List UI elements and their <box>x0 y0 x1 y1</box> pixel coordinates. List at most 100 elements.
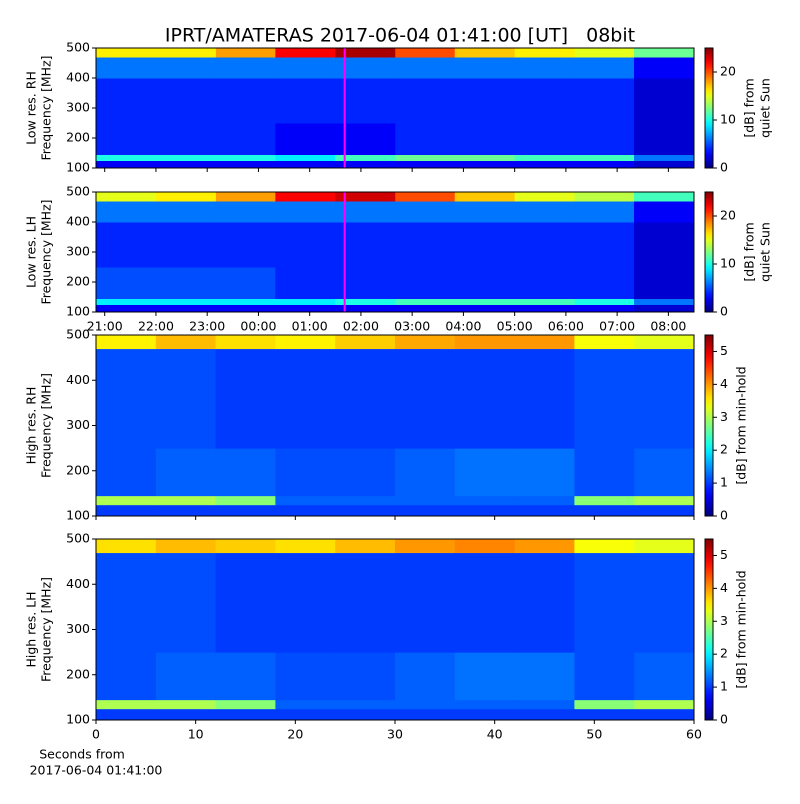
y-tick-label: 300 <box>66 621 90 636</box>
y-axis-label: Low res. LH <box>24 216 39 288</box>
heatmap-cell <box>155 495 217 506</box>
heatmap-cell <box>634 380 695 449</box>
heatmap-cell <box>454 652 516 701</box>
heatmap-cell <box>96 201 157 223</box>
y-axis-label: Frequency [MHz] <box>39 577 54 682</box>
heatmap-cell <box>634 348 695 381</box>
x-axis-label: 2017-06-04 01:41:00 <box>30 763 163 778</box>
heatmap-cell <box>275 222 336 268</box>
heatmap-cell <box>96 652 157 701</box>
heatmap-cell <box>275 335 336 350</box>
x-tick-label: 08:00 <box>650 319 686 334</box>
heatmap-cell <box>96 192 157 202</box>
heatmap-cell <box>155 552 217 585</box>
heatmap-cell <box>215 298 276 305</box>
heatmap-cell <box>454 304 516 313</box>
heatmap-cell <box>395 495 456 506</box>
heatmap-cell <box>155 160 217 169</box>
heatmap-cell <box>395 448 456 497</box>
heatmap-cell <box>634 652 695 701</box>
heatmap-cell <box>335 552 396 585</box>
x-tick-label: 21:00 <box>87 319 123 334</box>
y-tick-label: 500 <box>66 184 90 199</box>
heatmap-cell <box>634 335 695 350</box>
x-tick-label: 22:00 <box>138 319 174 334</box>
heatmap-cell <box>155 222 217 268</box>
x-tick-label: 07:00 <box>599 319 635 334</box>
heatmap-cell <box>574 652 635 701</box>
x-tick-label: 60 <box>686 727 702 742</box>
colorbar-label: [dB] from min-hold <box>734 366 749 484</box>
y-tick-label: 400 <box>66 214 90 229</box>
heatmap-cell <box>454 584 516 653</box>
colorbar <box>704 191 714 313</box>
heatmap-cell <box>395 699 456 710</box>
heatmap-cell <box>155 201 217 223</box>
heatmap-cell <box>275 123 336 155</box>
heatmap-cell <box>454 267 516 299</box>
heatmap-cell <box>215 57 276 79</box>
heatmap-cell <box>514 298 576 305</box>
colorbar-label: [dB] from <box>742 222 757 281</box>
colorbar-tick-label: 0 <box>720 508 728 523</box>
heatmap-cell <box>454 552 516 585</box>
heatmap-cell <box>634 539 695 554</box>
heatmap-cell <box>275 267 336 299</box>
colorbar-label: [dB] from <box>742 78 757 137</box>
y-tick-label: 200 <box>66 130 90 145</box>
heatmap-cell <box>96 348 157 381</box>
heatmap-cell <box>96 160 157 169</box>
heatmap-cell <box>96 380 157 449</box>
colorbar-label: [dB] from min-hold <box>734 570 749 688</box>
heatmap-cell <box>215 160 276 169</box>
heatmap-cell <box>96 448 157 497</box>
heatmap-cell <box>634 123 695 155</box>
colorbar-tick-label: 0 <box>720 712 728 727</box>
heatmap-cell <box>335 201 396 223</box>
heatmap-cell <box>574 584 635 653</box>
y-axis-label: Frequency [MHz] <box>39 373 54 478</box>
heatmap-cell <box>454 57 516 79</box>
heatmap-cell <box>514 154 576 161</box>
heatmap-cell <box>574 304 635 313</box>
heatmap-cell <box>215 539 276 554</box>
x-tick-label: 04:00 <box>445 319 481 334</box>
heatmap-cell <box>275 380 336 449</box>
y-tick-label: 400 <box>66 576 90 591</box>
heatmap-cell <box>634 495 695 506</box>
heatmap-cell <box>454 699 516 710</box>
heatmap-cell <box>275 652 336 701</box>
y-tick-label: 100 <box>66 508 90 523</box>
heatmap-cell <box>335 348 396 381</box>
heatmap-cell <box>96 495 157 506</box>
heatmap-cell <box>215 348 276 381</box>
heatmap-cell <box>215 154 276 161</box>
heatmap-cell <box>514 48 576 58</box>
heatmap-cell <box>96 267 157 299</box>
heatmap-cell <box>275 539 336 554</box>
heatmap-cell <box>514 78 576 124</box>
heatmap-cell <box>395 335 456 350</box>
heatmap-cell <box>574 154 635 161</box>
heatmap-cell <box>454 335 516 350</box>
heatmap-cell <box>634 57 695 79</box>
heatmap-cell <box>634 298 695 305</box>
heatmap-cell <box>96 708 157 721</box>
heatmap-cell <box>275 348 336 381</box>
colorbar <box>704 47 714 169</box>
y-axis-label: High res. LH <box>24 591 39 667</box>
heatmap-cell <box>514 267 576 299</box>
heatmap-cell <box>215 652 276 701</box>
heatmap-cell <box>275 699 336 710</box>
heatmap-cell <box>275 154 336 161</box>
heatmap-cell <box>155 448 217 497</box>
colorbar-tick-label: 3 <box>720 613 728 628</box>
heatmap-cell <box>215 267 276 299</box>
heatmap-cell <box>514 222 576 268</box>
heatmap-cell <box>215 504 276 517</box>
heatmap-cell <box>275 57 336 79</box>
heatmap-cell <box>514 192 576 202</box>
heatmap-cell <box>514 539 575 554</box>
heatmap-cell <box>215 495 276 506</box>
heatmap-cell <box>155 192 217 202</box>
